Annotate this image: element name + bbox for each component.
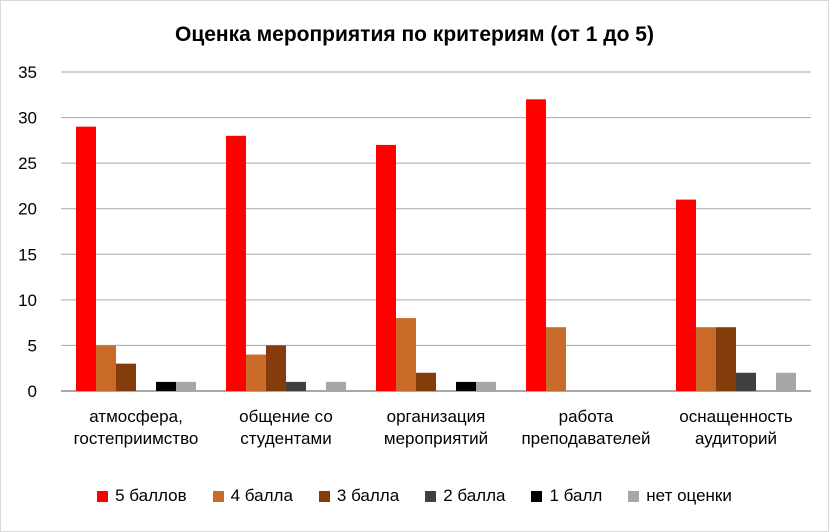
bar (716, 327, 736, 391)
legend-item: 4 балла (212, 486, 293, 506)
bar (226, 135, 246, 391)
bar (116, 363, 136, 391)
legend-item: 1 балл (531, 486, 602, 506)
x-category-label: атмосфера, (89, 407, 183, 426)
legend-swatch (628, 490, 640, 502)
legend-label: 4 балла (230, 486, 293, 505)
bar (736, 372, 756, 391)
legend-swatch (425, 490, 437, 502)
legend-item: 2 балла (425, 486, 505, 506)
bar (676, 199, 696, 391)
bar (696, 327, 716, 391)
legend-swatch (212, 490, 224, 502)
legend-item: нет оценки (628, 486, 732, 506)
bar (526, 99, 546, 391)
bar (416, 372, 436, 391)
x-category-label: оснащенность (679, 407, 793, 426)
legend-swatch (97, 490, 109, 502)
bar (326, 381, 346, 391)
bar (156, 381, 176, 391)
x-category-label: аудиторий (695, 429, 777, 448)
bar (286, 381, 306, 391)
bar (376, 144, 396, 391)
bar (546, 327, 566, 391)
x-category-label: гостеприимство (74, 429, 199, 448)
bar (266, 345, 286, 391)
legend-item: 5 баллов (97, 486, 187, 506)
y-tick-label: 35 (18, 63, 37, 82)
bar (396, 318, 416, 391)
legend-swatch (318, 490, 330, 502)
y-tick-label: 5 (28, 336, 37, 355)
legend-swatch (531, 490, 543, 502)
bar (476, 381, 496, 391)
legend: 5 баллов 4 балла 3 балла 2 балла 1 балл нет о… (1, 486, 828, 506)
legend-item: 3 балла (318, 486, 400, 506)
bar-chart: 0 5 10 15 20 25 30 35 атмосфера, гостеприимство об… (18, 63, 811, 448)
legend-label: 5 баллов (115, 486, 187, 505)
x-category-label: студентами (240, 429, 331, 448)
x-category-label: общение со (239, 407, 333, 426)
y-tick-label: 10 (18, 291, 37, 310)
legend-label: нет оценки (646, 486, 732, 505)
y-tick-label: 25 (18, 154, 37, 173)
bar (76, 126, 96, 391)
y-tick-label: 15 (18, 245, 37, 264)
x-category-label: организация (387, 407, 486, 426)
bar (456, 381, 476, 391)
legend-label: 3 балла (336, 486, 400, 505)
chart-title: Оценка мероприятия по критериям (от 1 до… (175, 23, 654, 46)
bar (176, 381, 196, 391)
y-tick-label: 30 (18, 109, 37, 128)
y-tick-label: 0 (28, 382, 37, 401)
x-category-label: мероприятий (384, 429, 488, 448)
y-tick-label: 20 (18, 200, 37, 219)
legend-label: 2 балла (443, 486, 506, 505)
legend-label: 1 балл (549, 486, 603, 505)
x-category-label: преподавателей (521, 429, 650, 448)
x-category-label: работа (559, 407, 614, 426)
bar (776, 372, 796, 391)
bar (246, 354, 266, 391)
bar (96, 345, 116, 391)
